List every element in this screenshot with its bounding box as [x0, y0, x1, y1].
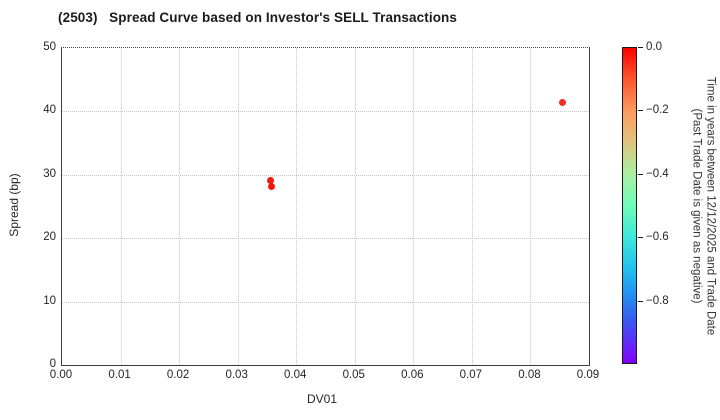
x-axis-label: DV01: [306, 392, 338, 406]
chart-title: (2503) Spread Curve based on Investor's …: [58, 10, 457, 25]
colorbar-axis-label: Time in years between 12/12/2025 and Tra…: [689, 26, 717, 386]
colorbar-label-line2: (Past Trade Date is given as negative): [691, 108, 703, 304]
x-gridline: [413, 48, 415, 365]
x-tick-label: 0.06: [401, 369, 424, 381]
data-point: [558, 99, 566, 107]
x-tick-label: 0.01: [108, 369, 131, 381]
y-tick-label: 40: [43, 104, 56, 117]
y-tick-label: 20: [43, 231, 56, 244]
colorbar-tick-label: −0.2: [646, 104, 669, 117]
colorbar-tick-label: 0.0: [646, 41, 662, 53]
colorbar-tick: [638, 47, 643, 48]
y-axis-label: Spread (bp): [7, 173, 21, 237]
x-tick-label: 0.00: [49, 369, 73, 381]
x-tick-label: 0.03: [225, 369, 248, 381]
y-tick-label: 50: [43, 41, 56, 53]
x-gridline: [179, 48, 181, 365]
x-gridline: [296, 48, 298, 365]
y-gridline: [62, 111, 589, 113]
colorbar-tick: [638, 300, 643, 302]
x-tick-label: 0.08: [518, 369, 541, 381]
colorbar-tick-label: −0.4: [646, 167, 669, 180]
x-tick-label: 0.02: [166, 369, 190, 381]
colorbar-tick: [638, 237, 643, 239]
x-tick-label: 0.09: [576, 369, 600, 381]
colorbar-tick: [638, 110, 643, 112]
colorbar-label-line1: Time in years between 12/12/2025 and Tra…: [704, 76, 717, 336]
y-gridline: [62, 174, 589, 176]
y-gridline: [62, 238, 589, 240]
colorbar: [622, 47, 637, 364]
x-tick-label: 0.05: [342, 369, 365, 381]
colorbar-tick-label: −0.8: [646, 294, 669, 307]
y-tick-label: 30: [43, 167, 56, 180]
x-gridline: [530, 48, 532, 365]
x-gridline: [120, 48, 122, 365]
colorbar-tick-label: −0.6: [646, 231, 669, 244]
y-tick-label: 0: [49, 358, 56, 370]
colorbar-tick: [638, 173, 643, 175]
plot-area: [61, 47, 590, 366]
x-gridline: [471, 48, 473, 365]
x-gridline: [354, 48, 356, 365]
x-tick-label: 0.07: [459, 369, 483, 381]
data-point: [268, 182, 276, 190]
y-gridline: [62, 301, 589, 303]
data-point: [267, 177, 275, 185]
y-tick-label: 10: [43, 294, 56, 307]
x-tick-label: 0.04: [284, 369, 307, 381]
x-gridline: [237, 48, 239, 365]
